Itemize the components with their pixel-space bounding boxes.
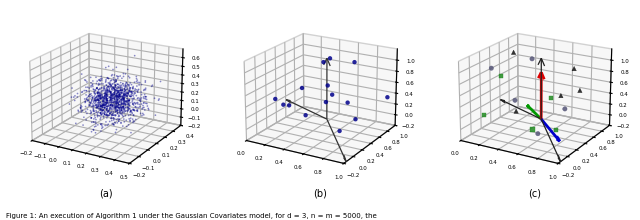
Text: Figure 1: An execution of Algorithm 1 under the Gaussian Covariates model, for d: Figure 1: An execution of Algorithm 1 un… [6, 213, 377, 219]
Title: (a): (a) [99, 189, 113, 199]
Title: (c): (c) [528, 189, 541, 199]
Title: (b): (b) [313, 189, 327, 199]
